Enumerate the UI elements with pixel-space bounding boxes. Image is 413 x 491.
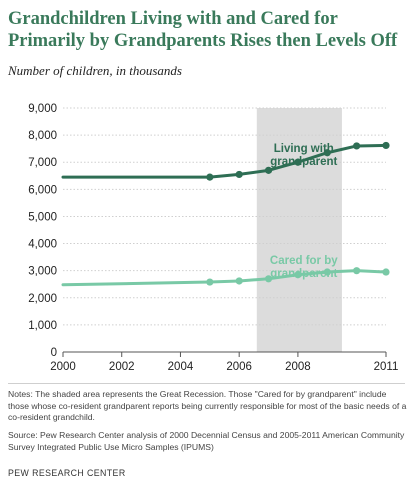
- chart-subtitle: Number of children, in thousands: [8, 63, 182, 78]
- recession-shade: [256, 108, 342, 352]
- x-tick-label: 2002: [109, 361, 135, 373]
- x-tick-label: 2000: [50, 361, 76, 373]
- y-tick-label: 5,000: [28, 211, 57, 223]
- org-credit: PEW RESEARCH CENTER: [8, 468, 126, 478]
- chart-notes: Notes: The shaded area represents the Gr…: [8, 389, 407, 423]
- x-tick-label: 2006: [226, 361, 252, 373]
- y-tick-label: 4,000: [28, 239, 57, 251]
- data-point-living: [323, 149, 331, 157]
- x-tick-label: 2011: [374, 361, 399, 373]
- y-tick-label: 6,000: [28, 184, 57, 196]
- data-point-cared: [206, 278, 214, 286]
- data-point-cared: [264, 275, 273, 283]
- y-tick-label: 8,000: [28, 130, 57, 142]
- data-point-living: [264, 166, 273, 174]
- y-tick-label: 0: [51, 347, 57, 359]
- notes-divider: [8, 383, 405, 384]
- data-point-cared: [294, 271, 302, 279]
- series-label-living: Living with grandparent: [270, 143, 337, 168]
- y-tick-label: 2,000: [28, 293, 57, 305]
- data-point-living: [294, 158, 302, 166]
- data-point-living: [382, 141, 390, 150]
- series-label-cared: Cared for by grandparent: [270, 255, 338, 280]
- data-point-living: [235, 170, 243, 179]
- y-tick-label: 9,000: [28, 103, 57, 115]
- y-tick-label: 7,000: [28, 157, 57, 169]
- series-line-cared: [61, 269, 388, 287]
- line-chart: 0 1,000 2,000 3,000 4,000 5,000 6,000 7,000 8,00…: [28, 103, 399, 373]
- y-tick-label: 1,000: [28, 320, 57, 332]
- series-line-living: [61, 143, 388, 179]
- chart-source: Source: Pew Research Center analysis of …: [8, 430, 405, 452]
- data-point-cared: [235, 277, 243, 285]
- data-point-living: [206, 173, 214, 181]
- data-point-cared: [353, 267, 361, 275]
- y-tick-label: 3,000: [28, 266, 57, 278]
- chart-title: Grandchildren Living with and Cared for …: [8, 9, 398, 51]
- data-point-cared: [382, 268, 390, 276]
- data-point-living: [353, 142, 361, 150]
- x-tick-label: 2008: [285, 361, 311, 373]
- data-point-cared: [323, 268, 331, 276]
- x-tick-label: 2004: [168, 361, 194, 373]
